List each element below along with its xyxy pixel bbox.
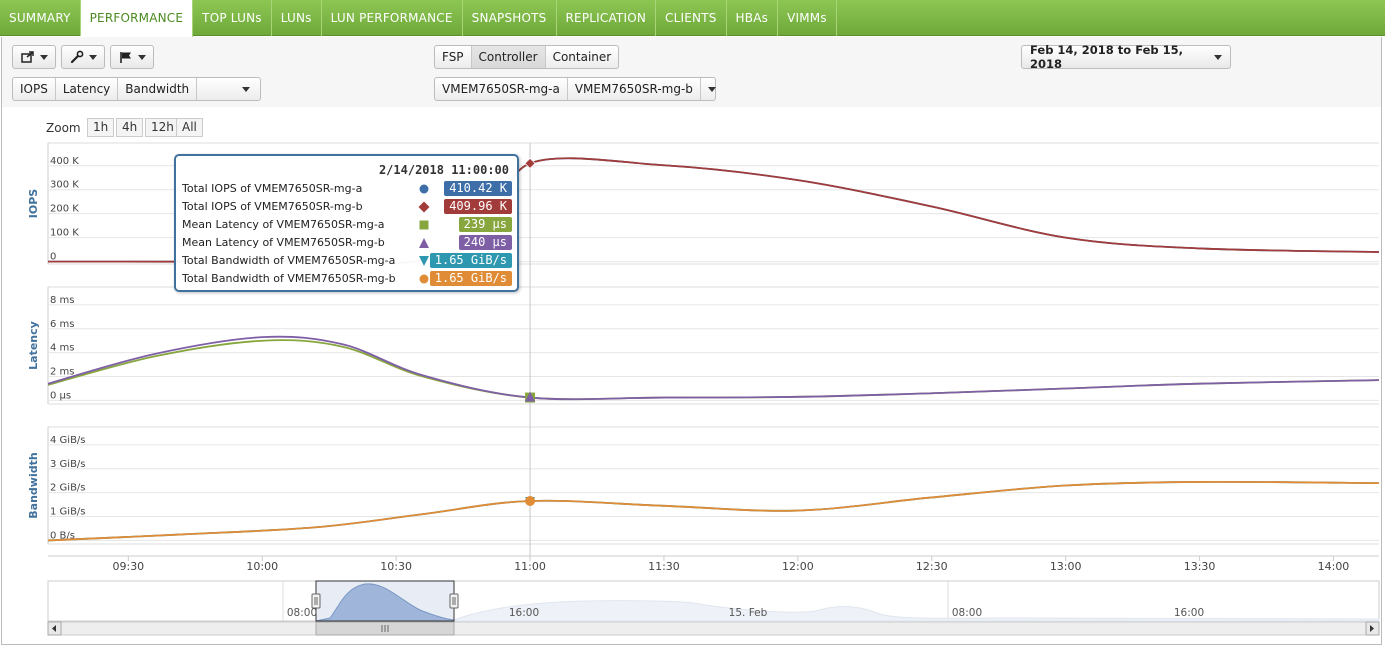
series-diamond-marker-icon <box>418 201 430 213</box>
tooltip-series-value: 1.65 GiB/s <box>429 253 512 268</box>
tab-top-luns[interactable]: TOP LUNs <box>193 0 272 36</box>
date-range-value: Feb 14, 2018 to Feb 15, 2018 <box>1030 43 1184 71</box>
zoom-1h-button[interactable]: 1h <box>87 118 115 137</box>
metric-bandwidth-button[interactable]: Bandwidth <box>118 78 198 100</box>
tools-button[interactable] <box>61 45 105 69</box>
series-circle-marker-icon <box>418 273 430 285</box>
chevron-down-icon <box>137 54 146 60</box>
series-square-marker-icon <box>418 219 430 231</box>
series-triangle-marker-icon <box>418 237 430 249</box>
export-button[interactable] <box>12 45 56 69</box>
tooltip-series-label: Mean Latency of VMEM7650SR-mg-b <box>182 236 385 249</box>
metric-iops-button[interactable]: IOPS <box>13 78 56 100</box>
tab-luns[interactable]: LUNs <box>272 0 322 36</box>
tab-lun-performance[interactable]: LUN PERFORMANCE <box>322 0 463 36</box>
series-triangle-down-marker-icon <box>418 255 430 267</box>
scope-container-button[interactable]: Container <box>552 50 612 64</box>
toolbar: IOPS Latency Bandwidth FSP Controller Co… <box>1 37 1382 107</box>
controller-dropdown[interactable] <box>701 78 723 100</box>
chart-tooltip: 2/14/2018 11:00:00 Total IOPS of VMEM765… <box>174 154 519 292</box>
export-icon <box>20 51 34 63</box>
tooltip-series-value: 239 µs <box>458 217 512 232</box>
tab-hbas[interactable]: HBAs <box>727 0 779 36</box>
zoom-12h-button[interactable]: 12h <box>145 118 180 137</box>
metric-selector: IOPS Latency Bandwidth <box>12 77 261 101</box>
scope-controller-button[interactable]: Controller <box>471 46 546 68</box>
chevron-down-icon <box>707 86 716 92</box>
chevron-down-icon <box>39 54 48 60</box>
tooltip-series-label: Mean Latency of VMEM7650SR-mg-a <box>182 218 385 231</box>
tab-summary[interactable]: SUMMARY <box>0 0 81 36</box>
tooltip-timestamp: 2/14/2018 11:00:00 <box>378 163 509 177</box>
tooltip-row: Total IOPS of VMEM7650SR-mg-a 410.42 K <box>182 181 512 197</box>
tooltip-series-value: 240 µs <box>458 235 512 250</box>
tooltip-series-value: 409.96 K <box>444 199 512 214</box>
tooltip-series-label: Total IOPS of VMEM7650SR-mg-b <box>182 200 363 213</box>
tab-bar: SUMMARY PERFORMANCE TOP LUNs LUNs LUN PERFOR… <box>0 0 1385 37</box>
tooltip-series-value: 410.42 K <box>444 181 512 196</box>
tooltip-row: Total Bandwidth of VMEM7650SR-mg-a 1.65 G… <box>182 253 512 269</box>
controller-selector: VMEM7650SR-mg-a VMEM7650SR-mg-b <box>434 77 716 101</box>
tooltip-series-label: Total Bandwidth of VMEM7650SR-mg-a <box>182 254 396 267</box>
tooltip-series-label: Total Bandwidth of VMEM7650SR-mg-b <box>182 272 396 285</box>
chevron-down-icon <box>1214 54 1222 60</box>
tab-vimms[interactable]: VIMMs <box>778 0 837 36</box>
tooltip-row: Mean Latency of VMEM7650SR-mg-b 240 µs <box>182 235 512 251</box>
tooltip-row: Mean Latency of VMEM7650SR-mg-a 239 µs <box>182 217 512 233</box>
metric-dropdown[interactable] <box>197 78 260 100</box>
tab-replication[interactable]: REPLICATION <box>557 0 657 36</box>
metric-latency-button[interactable]: Latency <box>56 78 119 100</box>
tooltip-row: Total IOPS of VMEM7650SR-mg-b 409.96 K <box>182 199 512 215</box>
tab-snapshots[interactable]: SNAPSHOTS <box>463 0 557 36</box>
flag-icon <box>119 51 131 63</box>
series-circle-marker-icon <box>418 183 430 195</box>
date-range-picker[interactable]: Feb 14, 2018 to Feb 15, 2018 <box>1021 43 1231 71</box>
scope-selector: FSP Controller Container <box>434 45 620 69</box>
tab-performance[interactable]: PERFORMANCE <box>80 0 194 37</box>
tooltip-series-label: Total IOPS of VMEM7650SR-mg-a <box>182 182 363 195</box>
tab-clients[interactable]: CLIENTS <box>656 0 727 36</box>
controller-b-button[interactable]: VMEM7650SR-mg-b <box>568 78 701 100</box>
tooltip-row: Total Bandwidth of VMEM7650SR-mg-b 1.65 G… <box>182 271 512 287</box>
tooltip-series-value: 1.65 GiB/s <box>429 271 512 286</box>
chevron-down-icon <box>88 54 97 60</box>
zoom-all-button[interactable]: All <box>176 118 203 137</box>
scope-fsp-button[interactable]: FSP <box>435 46 472 68</box>
chevron-down-icon <box>242 86 250 92</box>
flag-button[interactable] <box>110 45 154 69</box>
zoom-4h-button[interactable]: 4h <box>116 118 144 137</box>
controller-a-button[interactable]: VMEM7650SR-mg-a <box>435 78 568 100</box>
zoom-label: Zoom <box>46 121 81 135</box>
wrench-icon <box>70 50 83 64</box>
